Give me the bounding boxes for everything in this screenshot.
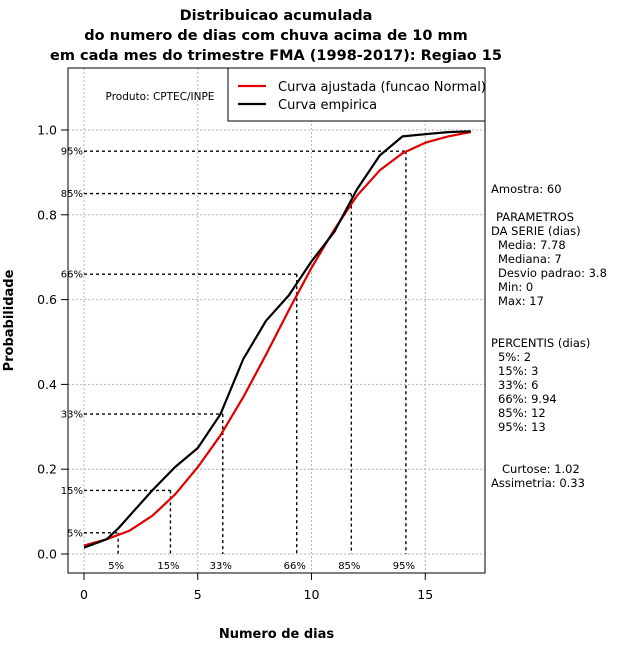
- x-tick-label: 5: [194, 587, 202, 602]
- series-line: [83, 130, 471, 549]
- legend-box: [227, 67, 486, 122]
- grid: [68, 68, 485, 573]
- x-tick-label: 15: [417, 587, 433, 602]
- percentile-y-label: 85%: [61, 189, 83, 200]
- percentile-x-label: 66%: [284, 561, 306, 572]
- legend-entry: Curva ajustada (funcao Normal): [278, 80, 486, 95]
- y-tick-label: 0.6: [37, 292, 57, 307]
- chart-title-line: do numero de dias com chuva acima de 10 …: [84, 28, 467, 44]
- stats-panel: Amostra: 60 PARAMETROS DA SERIE (dias) M…: [491, 182, 636, 490]
- y-axis-label: Probabilidade: [2, 269, 17, 371]
- y-tick-label: 0.2: [37, 462, 57, 477]
- percentile-95: 95%: 13: [498, 420, 546, 434]
- y-tick-label: 0.0: [37, 547, 57, 562]
- percentile-x-label: 85%: [338, 561, 360, 572]
- percentile-x-label: 15%: [157, 561, 179, 572]
- percentile-15: 15%: 3: [498, 364, 539, 378]
- percentile-85: 85%: 12: [498, 406, 546, 420]
- stat-mean: Media: 7.78: [498, 238, 566, 252]
- percentile-guides: 5% 5% 15% 15% 33% 33% 66% 66% 85% 85% 95% 95%: [61, 147, 415, 572]
- percentile-66: 66%: 9.94: [498, 392, 557, 406]
- x-tick-label: 0: [80, 587, 88, 602]
- stat-min: Min: 0: [498, 280, 534, 294]
- percentile-33: 33%: 6: [498, 378, 539, 392]
- credit-label: Produto: CPTEC/INPE: [106, 91, 215, 103]
- kurtosis: Curtose: 1.02: [502, 462, 580, 476]
- chart-title: Distribuicao acumulada do numero de dias …: [50, 8, 502, 64]
- percentile-y-label: 15%: [61, 486, 83, 497]
- legend: Curva ajustada (funcao Normal) Curva empi…: [227, 67, 486, 122]
- percentile-y-label: 33%: [61, 410, 83, 421]
- percentile-x-label: 5%: [108, 561, 124, 572]
- percentile-y-label: 66%: [61, 270, 83, 281]
- percentile-y-label: 95%: [61, 147, 83, 158]
- percentile-x-label: 95%: [393, 561, 415, 572]
- sample-size: Amostra: 60: [491, 182, 562, 196]
- chart-title-line: em cada mes do trimestre FMA (1998-2017)…: [50, 48, 502, 64]
- chart-title-line: Distribuicao acumulada: [180, 8, 373, 24]
- skewness: Assimetria: 0.33: [491, 476, 585, 490]
- y-tick-label: 1.0: [37, 123, 57, 138]
- params-title: PARAMETROS: [496, 210, 575, 224]
- x-tick-label: 10: [304, 587, 320, 602]
- y-tick-label: 0.4: [37, 377, 57, 392]
- stat-stddev: Desvio padrao: 3.8: [498, 266, 607, 280]
- series-line: [83, 131, 472, 547]
- legend-entry: Curva empirica: [278, 98, 377, 113]
- percentiles-title: PERCENTIS (dias): [491, 336, 591, 350]
- percentile-5: 5%: 2: [498, 350, 532, 364]
- x-axis-label: Numero de dias: [219, 627, 335, 642]
- series-lines: [83, 130, 472, 549]
- y-tick-label: 0.8: [37, 207, 57, 222]
- percentile-y-label: 5%: [67, 528, 83, 539]
- percentile-x-label: 33%: [210, 561, 232, 572]
- params-subtitle: DA SERIE (dias): [491, 224, 581, 238]
- stat-max: Max: 17: [498, 294, 544, 308]
- stat-median: Mediana: 7: [498, 252, 562, 266]
- axes: 0 5 10 15 0.0 0.2 0.4 0.6 0.8 1.0 Numero de dias Pr…: [2, 123, 433, 643]
